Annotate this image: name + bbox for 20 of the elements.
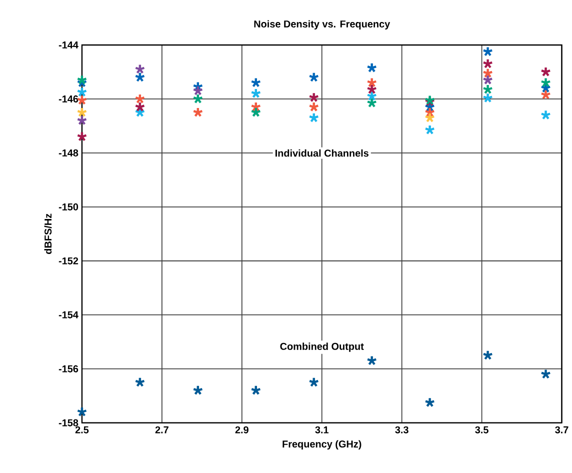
y-tick-label: -152 [58,257,78,265]
x-axis-title: Frequency (GHz) [282,440,362,450]
x-tick-label: 2.9 [235,426,248,434]
y-tick-label: -150 [58,203,78,211]
y-tick-label: -146 [58,96,78,103]
y-tick-label: -158 [58,419,78,426]
y-tick-label: -144 [58,42,78,49]
x-tick-label: 2.7 [155,426,168,434]
y-tick-label: -154 [58,311,78,318]
chart-title: Noise Density vs. Frequency [254,20,390,30]
annotation: Combined Output [280,342,364,352]
x-tick-label: 3.1 [315,426,329,434]
y-axis-title: dBFS/Hz [44,214,52,254]
x-tick-label: 3.7 [555,426,568,434]
y-tick-label: -156 [58,365,78,372]
y-tick-label: -148 [58,150,78,157]
annotation: Individual Channels [276,149,368,157]
x-tick-label: 3.5 [475,426,488,434]
x-tick-label: 3.3 [395,426,408,434]
x-tick-label: 2.5 [75,426,89,434]
